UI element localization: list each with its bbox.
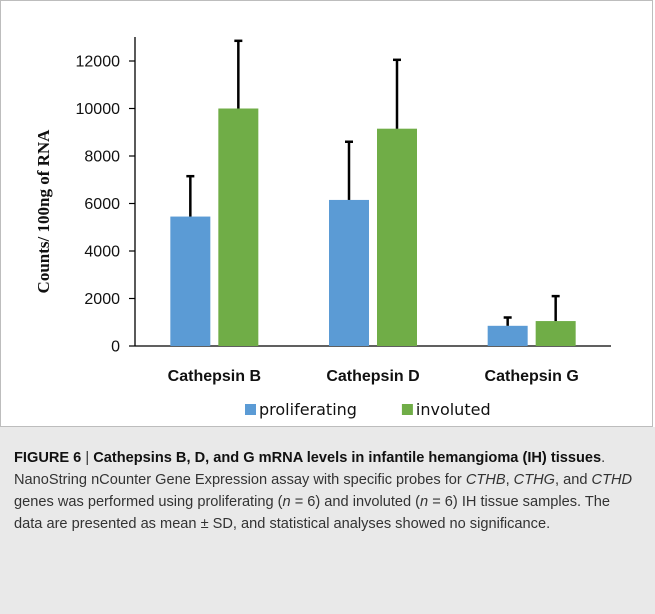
bar-chart: 0 2000 4000 6000 8000 10000 12000 Counts/ 100ng… [34, 37, 611, 419]
figure-caption: FIGURE 6 | Cathepsins B, D, and G mRNA l… [0, 427, 655, 614]
caption-paragraph: FIGURE 6 | Cathepsins B, D, and G mRNA l… [14, 447, 641, 535]
y-tick-label: 4000 [84, 244, 120, 261]
bar-proliferating [170, 216, 211, 346]
y-tick-label: 8000 [84, 149, 120, 166]
legend-label-proliferating: proliferating [259, 400, 357, 419]
y-tick-label: 2000 [84, 291, 120, 308]
bar-proliferating [487, 325, 528, 346]
gene-name: CTHG [513, 472, 556, 488]
caption-text: = 6) and involuted ( [290, 494, 421, 510]
bar-involuted [218, 108, 259, 346]
caption-text: , and [555, 472, 592, 488]
legend-swatch-involuted [401, 404, 413, 415]
legend-swatch-proliferating [245, 404, 256, 415]
x-tick-label: Cathepsin D [326, 368, 419, 385]
bar-involuted [377, 128, 417, 346]
caption-title: Cathepsins B, D, and G mRNA levels in in… [93, 450, 602, 466]
y-tick-label: 6000 [84, 196, 120, 213]
y-tick-label: 0 [111, 339, 120, 356]
sample-size-symbol: n [420, 494, 429, 510]
y-tick-label: 10000 [76, 101, 121, 118]
legend-label-involuted: involuted [416, 400, 491, 419]
x-tick-label: Cathepsin G [485, 368, 579, 385]
chart-panel: 0 2000 4000 6000 8000 10000 12000 Counts/ 100ng… [0, 0, 653, 427]
figure-label: FIGURE 6 [14, 450, 82, 466]
bar-involuted [535, 321, 576, 346]
caption-text: , [505, 472, 514, 488]
gene-name: CTHB [465, 472, 506, 488]
x-tick-label: Cathepsin B [168, 368, 261, 385]
caption-text: . NanoString nCounter Gene Expression as… [14, 450, 606, 488]
caption-text: = 6) IH tissue samples. The data are pre… [14, 494, 610, 532]
caption-text: genes was performed using proliferating … [14, 494, 283, 510]
bar-proliferating [329, 199, 369, 346]
sample-size-symbol: n [282, 494, 291, 510]
gene-name: CTHD [591, 472, 633, 488]
y-axis-label: Counts/ 100ng of RNA [34, 129, 53, 294]
caption-separator: | [81, 450, 94, 466]
y-tick-label: 12000 [76, 54, 121, 71]
